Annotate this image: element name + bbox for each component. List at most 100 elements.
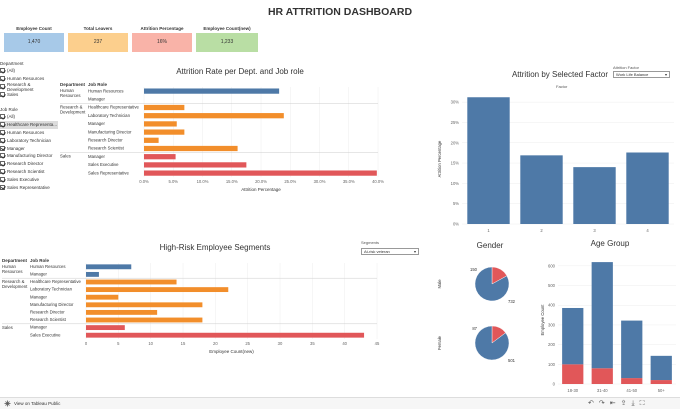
x-tick-label: 31-40 — [597, 388, 608, 393]
filter-checkbox-item[interactable]: Research Scientist — [0, 168, 58, 176]
bar[interactable] — [144, 154, 176, 160]
tableau-public-link-label: View on Tableau Public — [14, 401, 61, 406]
bar[interactable] — [144, 162, 247, 168]
bar[interactable] — [573, 167, 616, 224]
x-tick-label: 5 — [117, 341, 120, 346]
bar[interactable] — [144, 113, 284, 119]
redo-icon[interactable]: ↷ — [598, 400, 610, 407]
job-role-label: Manufacturing Director — [88, 129, 132, 134]
download-icon[interactable]: ⤓ — [631, 400, 640, 407]
factor-control-label: Attrition Factor — [613, 65, 640, 70]
bar[interactable] — [86, 264, 132, 270]
x-tick-label: 5.0% — [168, 179, 178, 184]
x-axis-label: Attrition Percentage — [241, 187, 281, 192]
y-tick-label: 200 — [548, 342, 556, 347]
x-tick-label: 20.0% — [255, 179, 267, 184]
bar-segment[interactable] — [591, 262, 613, 369]
filter-checkbox-item[interactable]: Healthcare Representa... — [0, 120, 58, 129]
bar[interactable] — [86, 302, 203, 308]
bar[interactable] — [467, 97, 510, 224]
x-tick-label: 45 — [375, 341, 380, 346]
kpi-value: 16% — [132, 33, 192, 52]
filter-checkbox-item[interactable]: Human Resources — [0, 75, 58, 83]
bar-segment[interactable] — [591, 368, 613, 384]
y-axis-label: Employee Count — [540, 304, 545, 336]
job-role-label: Manager — [88, 154, 106, 159]
bar[interactable] — [626, 152, 669, 225]
bar[interactable] — [86, 325, 125, 331]
filter-checkbox-item[interactable]: Human Resources — [0, 129, 58, 137]
bar[interactable] — [144, 145, 238, 152]
age-chart-title: Age Group — [590, 239, 630, 248]
department-label: Human Resources — [60, 88, 81, 98]
segments-dropdown[interactable]: At-risk veteran — [361, 248, 419, 255]
filter-checkbox-label: (All) — [7, 114, 15, 120]
x-tick-label: 0 — [85, 341, 88, 346]
pie-value-label: 150 — [470, 267, 478, 272]
filter-checkbox-item[interactable]: Sales — [0, 90, 58, 98]
undo-icon[interactable]: ↶ — [588, 400, 599, 407]
checkbox-icon — [0, 91, 5, 97]
filter-checkbox-item[interactable]: Manufacturing Director — [0, 152, 58, 160]
filter-checkbox-item[interactable]: Research Director — [0, 160, 58, 168]
bar[interactable] — [86, 309, 158, 315]
bar-segment[interactable] — [621, 320, 643, 379]
x-tick-label: 35.0% — [343, 179, 355, 184]
tableau-public-link[interactable]: View on Tableau Public — [4, 400, 60, 407]
attrition-factor-dropdown[interactable]: Work Life Balance — [613, 71, 670, 78]
filter-checkbox-label: Research Scientist — [7, 168, 45, 174]
filter-checkbox-item[interactable]: (All) — [0, 67, 58, 75]
checkbox-icon — [0, 176, 5, 182]
checkbox-icon — [0, 76, 5, 82]
x-tick-label: 2 — [540, 228, 543, 233]
bar[interactable] — [144, 129, 185, 135]
bar[interactable] — [144, 170, 377, 176]
risk-dept-header: Department — [2, 258, 28, 263]
job-role-label: Laboratory Technician — [88, 113, 131, 118]
bar[interactable] — [144, 137, 159, 143]
bar[interactable] — [86, 271, 99, 277]
filter-checkbox-item[interactable]: (All) — [0, 113, 58, 121]
revert-icon[interactable]: ⇤ — [609, 400, 621, 407]
bar[interactable] — [144, 121, 177, 127]
share-icon[interactable]: ⇪ — [620, 400, 632, 407]
filter-checkbox-item[interactable]: Sales Representative — [0, 183, 58, 191]
bar[interactable] — [86, 294, 119, 300]
x-axis-label: Employee Count(new) — [209, 349, 254, 354]
job-role-label: Research Director — [88, 138, 123, 143]
y-tick-label: 0% — [453, 222, 459, 227]
footer-controls: ↶↷⇤⇪⤓⛶ — [588, 399, 650, 408]
fullscreen-icon[interactable]: ⛶ — [639, 400, 650, 407]
filter-checkbox-item[interactable]: Sales Executive — [0, 175, 58, 183]
x-tick-label: 4 — [646, 228, 649, 233]
gender-chart-title: Gender — [476, 241, 504, 250]
bar[interactable] — [520, 155, 563, 224]
bar[interactable] — [86, 287, 229, 293]
bar-segment[interactable] — [562, 364, 584, 384]
bar-segment[interactable] — [621, 378, 643, 384]
job-role-label: Human Resources — [30, 264, 66, 269]
filter-checkbox-label: Research Director — [7, 161, 44, 167]
x-tick-label: 41-50 — [626, 388, 637, 393]
filter-checkbox-item[interactable]: Laboratory Technician — [0, 136, 58, 144]
bar-segment[interactable] — [650, 380, 672, 384]
dashboard-title: HR ATTRITION DASHBOARD — [267, 6, 413, 18]
bar-segment[interactable] — [562, 307, 584, 365]
bar[interactable] — [86, 279, 177, 285]
pie-slice[interactable] — [474, 325, 510, 361]
filter-checkbox-item[interactable]: Research & Development — [0, 82, 58, 92]
y-tick-label: 100 — [548, 362, 556, 367]
kpi-label: Employee Count — [4, 24, 64, 33]
bar[interactable] — [144, 88, 280, 94]
checkbox-icon — [0, 114, 5, 120]
bar[interactable] — [86, 332, 365, 338]
filter-checkbox-label: Sales Representative — [7, 184, 50, 190]
job-role-label: Manager — [88, 97, 106, 102]
filter-checkbox-item[interactable]: Manager — [0, 144, 58, 152]
kpi-value: 1,470 — [4, 33, 64, 52]
bar[interactable] — [144, 104, 185, 111]
pie-slice[interactable] — [474, 266, 510, 302]
bar-segment[interactable] — [650, 355, 672, 381]
bar[interactable] — [86, 317, 203, 323]
checkbox-icon — [0, 145, 5, 151]
